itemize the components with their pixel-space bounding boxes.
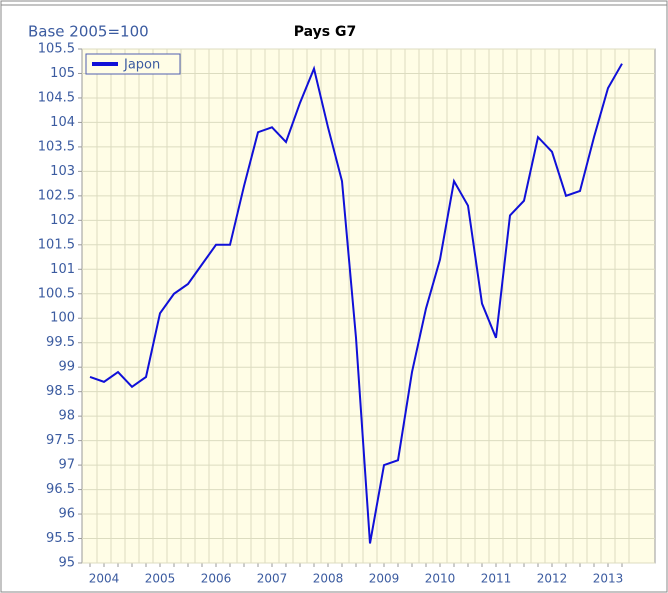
y-tick-label: 99.5 <box>46 335 75 350</box>
y-tick-label: 97 <box>58 458 75 473</box>
x-tick-label: 2010 <box>425 572 456 586</box>
x-tick-label: 2012 <box>537 572 568 586</box>
y-tick-label: 103 <box>50 164 75 179</box>
y-tick-label: 100 <box>50 311 75 326</box>
y-tick-label: 95.5 <box>46 531 75 546</box>
subtitle: Base 2005=100 <box>28 23 149 41</box>
y-tick-label: 101.5 <box>38 237 75 252</box>
y-tick-label: 100.5 <box>38 286 75 301</box>
x-tick-label: 2006 <box>201 572 232 586</box>
y-tick-label: 96 <box>58 507 75 522</box>
x-tick-label: 2009 <box>369 572 400 586</box>
y-tick-label: 97.5 <box>46 433 75 448</box>
y-tick-label: 99 <box>58 360 75 375</box>
x-tick-label: 2011 <box>481 572 512 586</box>
x-tick-label: 2005 <box>145 572 176 586</box>
x-tick-label: 2007 <box>257 572 288 586</box>
chart-title: Pays G7 <box>294 24 356 40</box>
y-tick-label: 102.5 <box>38 188 75 203</box>
x-tick-label: 2013 <box>593 572 624 586</box>
plot-area <box>81 48 656 564</box>
legend-label: Japon <box>123 58 160 73</box>
y-tick-label: 103.5 <box>38 139 75 154</box>
y-tick-label: 105 <box>50 66 75 81</box>
y-tick-label: 101 <box>50 262 75 277</box>
x-tick-label: 2008 <box>313 572 344 586</box>
y-tick-label: 104.5 <box>38 90 75 105</box>
y-tick-label: 105.5 <box>38 42 75 57</box>
y-tick-label: 98 <box>58 409 75 424</box>
x-tick-label: 2004 <box>89 572 120 586</box>
y-tick-label: 98.5 <box>46 384 75 399</box>
y-tick-label: 104 <box>50 115 75 130</box>
line <box>89 63 623 544</box>
legend-box <box>85 53 181 75</box>
y-tick-label: 95 <box>58 556 75 571</box>
y-tick-label: 102 <box>50 213 75 228</box>
y-tick-label: 96.5 <box>46 482 75 497</box>
